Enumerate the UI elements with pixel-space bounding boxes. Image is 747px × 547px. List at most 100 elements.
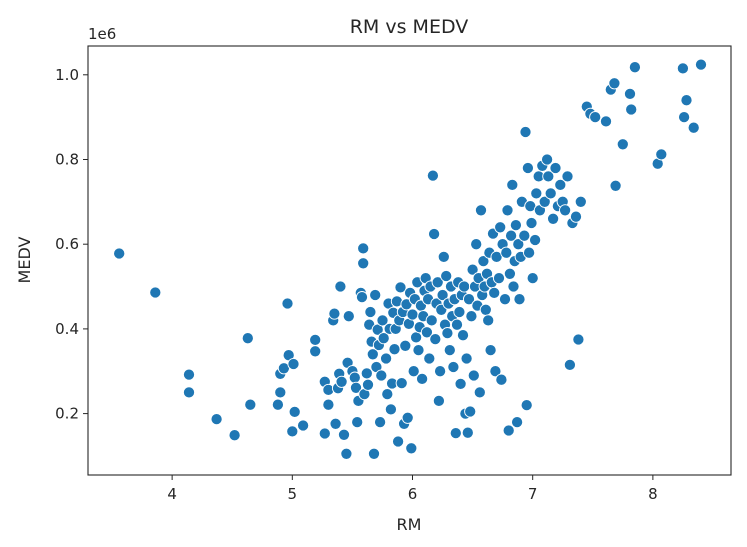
data-point — [628, 61, 641, 74]
data-point — [244, 398, 257, 411]
plot-frame — [87, 45, 732, 476]
data-point — [569, 210, 583, 223]
data-point — [410, 331, 423, 344]
y-tick-label: 0.8 — [55, 150, 79, 168]
data-point — [432, 394, 445, 407]
data-point — [655, 148, 668, 161]
data-point — [337, 428, 351, 441]
data-point — [506, 178, 519, 191]
data-point — [357, 242, 370, 255]
data-point — [494, 221, 507, 234]
data-point — [498, 293, 512, 306]
data-point — [309, 333, 322, 346]
data-point — [281, 297, 294, 310]
data-point — [412, 344, 425, 357]
data-point — [523, 246, 536, 259]
data-point — [334, 280, 347, 293]
chart-title: RM vs MEDV — [350, 16, 469, 38]
data-point — [505, 229, 518, 242]
data-point — [530, 187, 543, 200]
data-point — [465, 310, 478, 323]
data-point — [149, 286, 162, 299]
data-point — [357, 257, 370, 270]
data-point — [574, 195, 587, 208]
y-tick-label: 1.0 — [55, 66, 79, 84]
data-point — [519, 125, 532, 139]
data-point — [426, 169, 439, 182]
data-point — [450, 318, 464, 331]
data-point — [286, 425, 299, 438]
data-point — [518, 229, 531, 242]
data-point — [623, 87, 637, 100]
data-point — [443, 344, 456, 357]
data-point — [513, 293, 526, 306]
data-point — [554, 178, 567, 191]
data-point — [542, 170, 555, 183]
data-point — [441, 327, 454, 340]
data-point — [395, 377, 408, 390]
data-point — [335, 375, 348, 388]
data-point — [526, 272, 539, 285]
data-point — [599, 115, 613, 128]
data-point — [502, 424, 515, 437]
data-point — [589, 111, 602, 124]
x-tick-label: 4 — [167, 485, 177, 503]
data-point — [309, 345, 322, 358]
data-point — [371, 323, 384, 336]
data-point — [521, 161, 534, 175]
data-point — [375, 369, 388, 382]
points-layer — [113, 58, 708, 460]
data-point — [113, 247, 126, 260]
data-point — [271, 398, 284, 411]
data-point — [694, 58, 708, 71]
x-axis: 4 5 6 7 8 — [167, 475, 658, 503]
data-point — [366, 348, 379, 361]
data-point — [329, 417, 342, 430]
data-point — [406, 308, 419, 321]
data-point — [507, 280, 520, 293]
data-point — [461, 426, 474, 439]
x-tick-label: 7 — [528, 485, 538, 503]
x-axis-label: RM — [397, 515, 422, 534]
data-point — [492, 272, 506, 285]
data-point — [547, 212, 560, 225]
data-point — [449, 427, 462, 440]
data-point — [440, 269, 453, 283]
data-point — [501, 204, 514, 217]
data-point — [182, 368, 196, 381]
data-point — [474, 204, 488, 217]
data-point — [367, 447, 381, 460]
data-point — [182, 386, 196, 399]
data-point — [484, 344, 497, 357]
data-point — [388, 343, 401, 356]
data-point — [384, 403, 397, 416]
data-point — [405, 442, 418, 455]
data-point — [512, 238, 525, 251]
data-point — [462, 293, 476, 306]
data-point — [509, 219, 522, 232]
data-point — [287, 357, 300, 371]
data-point — [364, 305, 377, 319]
data-point — [351, 416, 364, 429]
data-point — [274, 386, 287, 399]
data-point — [489, 365, 502, 378]
data-point — [401, 411, 414, 424]
data-point — [355, 291, 369, 304]
data-point — [434, 365, 447, 378]
data-point — [437, 250, 450, 263]
data-point — [495, 373, 508, 386]
data-point — [454, 377, 467, 390]
data-point — [549, 161, 562, 175]
data-point — [609, 179, 622, 192]
data-point — [511, 416, 524, 429]
data-point — [380, 352, 393, 365]
y-tick-label: 0.6 — [55, 235, 79, 253]
data-point — [477, 255, 490, 268]
data-point — [479, 303, 492, 316]
data-point — [572, 333, 585, 346]
data-point — [328, 307, 341, 320]
data-point — [429, 333, 442, 346]
data-point — [210, 413, 223, 426]
data-point — [399, 339, 412, 352]
